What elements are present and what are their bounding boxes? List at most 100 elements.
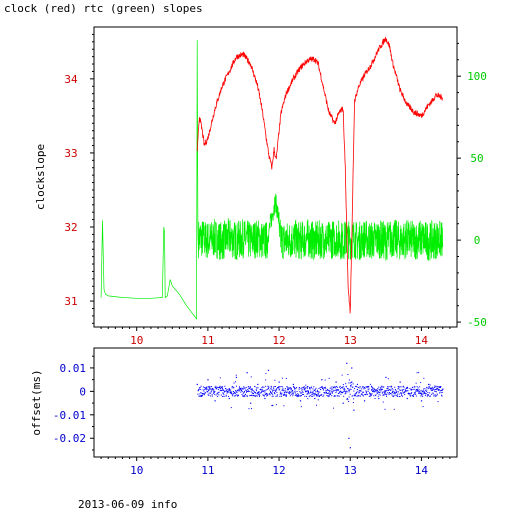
offset-point: [219, 390, 221, 392]
offset-point: [205, 392, 207, 394]
offset-point: [215, 394, 217, 396]
offset-point: [273, 387, 275, 389]
offset-point: [415, 393, 417, 395]
offset-point: [252, 390, 254, 392]
offset-point: [356, 395, 358, 397]
offset-point: [269, 394, 271, 396]
offset-point: [392, 389, 394, 391]
offset-point: [418, 372, 420, 374]
offset-point: [314, 397, 316, 400]
offset-point: [290, 390, 292, 392]
offset-point: [367, 390, 369, 392]
offset-point: [342, 386, 344, 388]
offset-point: [357, 388, 359, 390]
top-y-tick-label: 33: [64, 147, 77, 160]
offset-point: [285, 395, 287, 397]
offset-point: [225, 394, 227, 396]
offset-point: [321, 394, 323, 396]
offset-point: [227, 391, 229, 393]
offset-point: [197, 393, 199, 395]
offset-point: [384, 390, 386, 392]
offset-point: [283, 394, 285, 396]
offset-point: [348, 401, 350, 403]
offset-point: [338, 392, 340, 394]
offset-point: [330, 390, 332, 392]
offset-point: [198, 388, 200, 390]
offset-point: [360, 393, 362, 395]
offset-point: [346, 390, 348, 392]
offset-point: [310, 387, 312, 389]
offset-point: [305, 386, 307, 388]
offset-point: [374, 397, 376, 399]
offset-point: [245, 389, 247, 391]
offset-point: [294, 390, 296, 392]
offset-point: [434, 385, 436, 387]
offset-point: [440, 387, 442, 389]
offset-point: [245, 387, 247, 389]
offset-point: [283, 391, 285, 393]
offset-point: [367, 393, 369, 395]
offset-point: [324, 386, 326, 388]
offset-point: [359, 391, 361, 393]
offset-point: [428, 386, 430, 388]
offset-point: [217, 391, 219, 393]
offset-point: [393, 391, 395, 393]
offset-point: [375, 389, 377, 391]
offset-point: [312, 388, 314, 390]
offset-point: [223, 396, 225, 398]
offset-point: [311, 394, 313, 396]
offset-point: [292, 392, 294, 394]
offset-point: [339, 390, 341, 392]
offset-point: [254, 386, 256, 388]
offset-point: [390, 385, 392, 387]
offset-point: [415, 389, 417, 391]
offset-point: [230, 389, 232, 391]
offset-point: [226, 392, 228, 394]
offset-point: [345, 386, 347, 388]
offset-point: [427, 391, 429, 393]
offset-point: [424, 395, 426, 397]
offset-point: [419, 392, 421, 394]
offset-point: [405, 387, 407, 389]
offset-point: [288, 388, 290, 390]
offset-point: [270, 387, 272, 389]
offset-point: [428, 383, 430, 386]
offset-point: [243, 386, 245, 388]
offset-point: [326, 388, 328, 390]
offset-point: [351, 367, 353, 369]
offset-point: [297, 393, 299, 395]
offset-point: [271, 404, 273, 407]
offset-point: [420, 395, 422, 397]
offset-point: [334, 389, 336, 391]
offset-point: [390, 389, 392, 391]
offset-point: [355, 393, 357, 395]
offset-point: [247, 389, 249, 391]
offset-point: [379, 391, 381, 393]
offset-point: [440, 385, 442, 387]
offset-point: [360, 395, 362, 397]
offset-point: [258, 390, 260, 392]
offset-point: [281, 377, 283, 379]
offset-point: [292, 383, 294, 386]
offset-point: [315, 404, 317, 406]
offset-point: [378, 393, 380, 395]
offset-point: [309, 386, 311, 388]
offset-point: [250, 389, 252, 391]
offset-point: [221, 386, 223, 388]
offset-point: [354, 385, 356, 387]
offset-point: [235, 392, 237, 394]
offset-point: [312, 393, 314, 395]
offset-point: [239, 386, 241, 388]
offset-point: [255, 390, 257, 392]
offset-point: [237, 395, 239, 397]
offset-point: [436, 387, 438, 389]
offset-point: [343, 389, 345, 391]
offset-point: [426, 395, 428, 397]
offset-point: [388, 393, 390, 395]
offset-point: [368, 385, 370, 387]
offset-point: [253, 390, 255, 392]
offset-point: [307, 398, 309, 400]
offset-point: [266, 395, 268, 397]
offset-point: [203, 394, 205, 396]
offset-point: [244, 393, 246, 395]
